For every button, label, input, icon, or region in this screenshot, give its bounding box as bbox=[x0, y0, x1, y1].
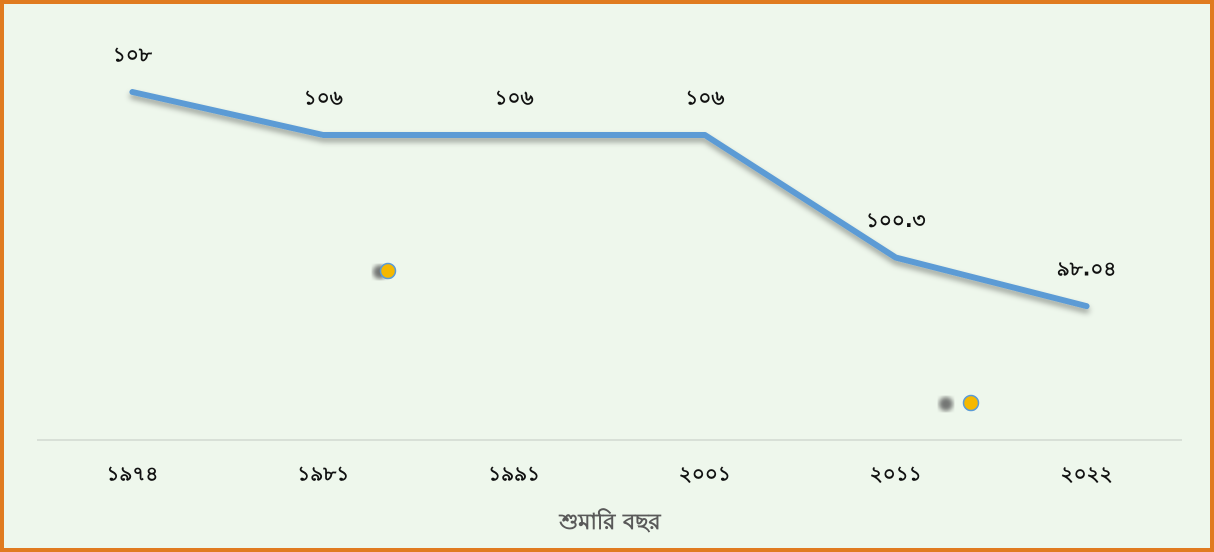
x-tick-label: ১৯৮১ bbox=[297, 462, 349, 486]
x-tick-label: ২০২২ bbox=[1061, 462, 1113, 486]
data-label: ৯৮.০৪ bbox=[1057, 257, 1117, 281]
data-label: ১০৬ bbox=[304, 86, 343, 110]
data-label: ১০৬ bbox=[685, 86, 724, 110]
x-tick-label: ১৯৯১ bbox=[488, 462, 540, 486]
data-line bbox=[129, 89, 1090, 310]
data-label: ১০৬ bbox=[495, 86, 534, 110]
decoration bbox=[373, 262, 980, 412]
x-axis-title: শুমারি বছর bbox=[558, 508, 661, 535]
x-tick-label: ২০০১ bbox=[679, 462, 731, 486]
data-label: ১০৮ bbox=[113, 43, 153, 67]
x-tick-label: ১৯৭৪ bbox=[106, 462, 158, 486]
x-tick-label: ২০১১ bbox=[870, 462, 922, 486]
data-label: ১০০.৩ bbox=[866, 208, 926, 232]
